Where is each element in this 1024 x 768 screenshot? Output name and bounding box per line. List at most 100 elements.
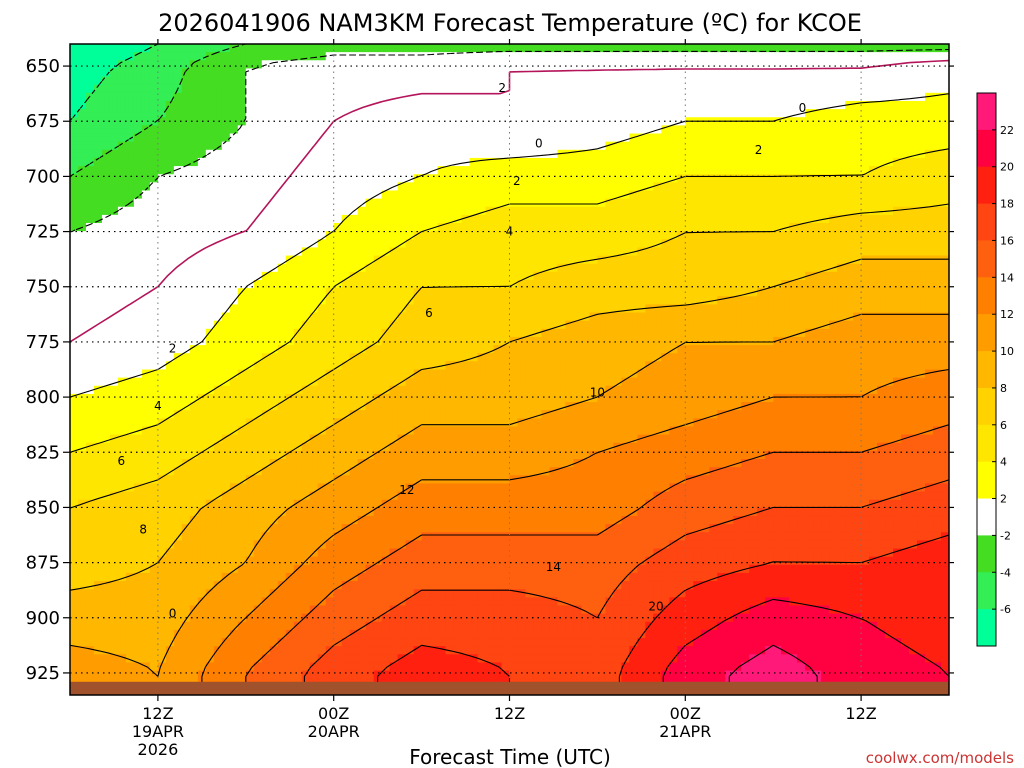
temperature-cell [725,345,734,354]
temperature-cell [573,255,583,265]
temperature-cell [653,157,662,167]
temperature-cell [445,304,455,314]
temperature-cell [757,214,766,224]
temperature-cell [93,52,103,61]
temperature-cell [581,312,591,322]
temperature-cell [645,60,654,70]
temperature-cell [885,385,894,395]
temperature-cell [269,84,279,94]
temperature-cell [637,279,646,289]
temperature-cell [741,345,750,354]
temperature-cell [741,52,750,61]
temperature-cell [829,100,838,110]
temperature-cell [453,247,463,257]
temperature-cell [613,166,622,175]
temperature-cell [413,231,423,240]
temperature-cell [605,198,614,208]
temperature-cell [237,231,247,240]
temperature-cell [621,255,630,265]
temperature-cell [477,304,487,314]
temperature-cell [501,320,511,330]
temperature-cell [725,44,734,53]
temperature-cell [70,100,79,110]
temperature-cell [77,402,87,411]
temperature-cell [157,231,167,240]
temperature-cell [421,100,431,110]
temperature-cell [85,393,95,403]
temperature-cell [901,109,910,118]
temperature-cell [773,353,782,362]
temperature-cell [941,239,949,249]
temperature-cell [133,44,143,53]
temperature-cell [557,288,567,297]
temperature-cell [269,312,279,322]
temperature-cell [685,68,694,78]
temperature-cell [677,361,686,371]
temperature-cell [509,369,519,379]
temperature-cell [797,345,806,354]
temperature-cell [253,68,263,78]
temperature-cell [701,125,710,135]
temperature-cell [597,133,606,143]
temperature-cell [733,68,742,78]
temperature-cell [917,190,926,200]
temperature-cell [725,328,734,338]
temperature-cell [141,271,151,281]
temperature-cell [901,336,910,346]
temperature-cell [581,255,591,265]
temperature-cell [693,198,702,208]
temperature-cell [245,100,255,110]
temperature-cell [693,231,702,240]
temperature-cell [669,198,678,208]
temperature-cell [157,214,167,224]
temperature-cell [413,84,423,94]
temperature-cell [197,190,207,200]
temperature-cell [709,320,718,330]
temperature-cell [365,255,375,265]
temperature-cell [589,271,598,281]
temperature-cell [141,109,151,118]
temperature-cell [197,377,207,387]
temperature-cell [333,109,343,118]
temperature-cell [693,369,702,379]
temperature-cell [533,190,543,200]
temperature-cell [933,166,942,175]
temperature-cell [805,312,814,322]
temperature-cell [301,141,311,151]
temperature-cell [701,149,710,159]
temperature-cell [165,279,175,289]
temperature-cell [669,92,678,102]
temperature-cell [173,296,183,305]
temperature-cell [573,336,583,346]
temperature-cell [821,100,830,110]
temperature-cell [525,361,535,371]
temperature-cell [309,68,319,78]
temperature-cell [765,239,774,249]
temperature-cell [541,288,551,297]
temperature-cell [189,117,199,126]
temperature-cell [245,68,255,78]
temperature-cell [461,288,471,297]
temperature-cell [781,157,790,167]
temperature-cell [157,109,167,118]
temperature-cell [893,125,902,135]
temperature-cell [173,223,183,232]
temperature-cell [693,312,702,322]
temperature-cell [357,84,367,94]
temperature-cell [901,231,910,240]
temperature-cell [525,141,535,151]
temperature-cell [789,125,798,135]
temperature-cell [733,109,742,118]
temperature-cell [661,304,670,314]
temperature-cell [685,141,694,151]
temperature-cell [413,410,423,419]
temperature-cell [789,157,798,167]
temperature-cell [229,109,239,118]
temperature-cell [693,44,702,53]
temperature-cell [541,255,551,265]
temperature-cell [845,60,854,70]
temperature-cell [693,361,702,371]
temperature-cell [853,149,862,159]
temperature-cell [309,76,319,86]
temperature-cell [285,223,295,232]
